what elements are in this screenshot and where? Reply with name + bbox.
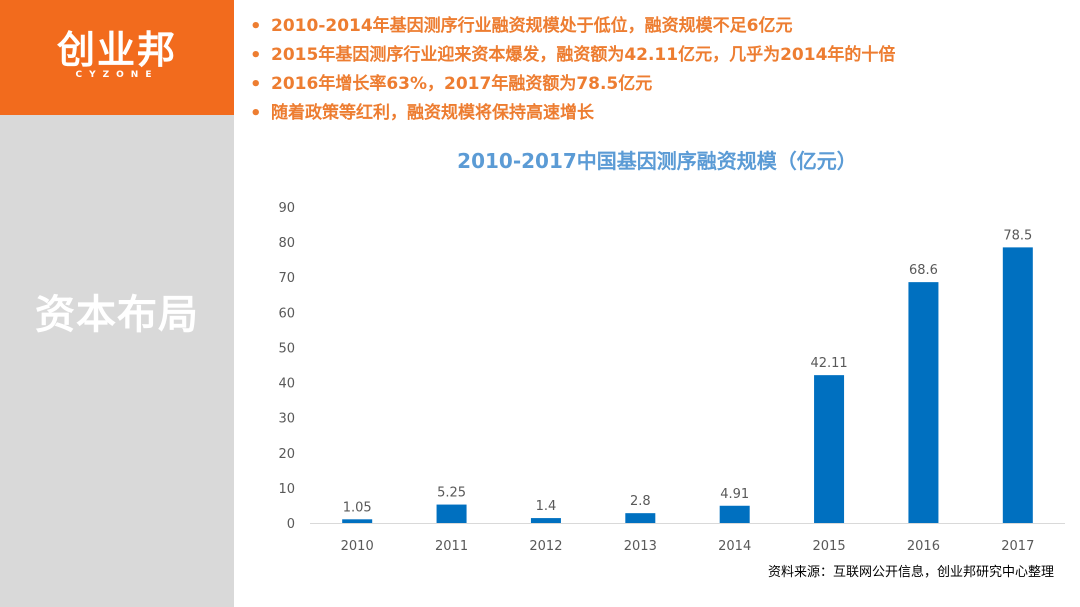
bullet-text: 随着政策等红利，融资规模将保持高速增长: [271, 103, 594, 123]
bullet-dot-icon: •: [250, 103, 262, 124]
y-tick-label: 20: [278, 447, 295, 462]
x-tick-label: 2010: [341, 539, 374, 554]
bullet-text: 2010-2014年基因测序行业融资规模处于低位，融资规模不足6亿元: [271, 16, 793, 36]
bar: [625, 513, 656, 523]
y-tick-label: 50: [278, 341, 295, 356]
bar: [814, 375, 845, 523]
bullet-list: • 2010-2014年基因测序行业融资规模处于低位，融资规模不足6亿元 • 201…: [250, 12, 895, 128]
data-label: 1.05: [343, 500, 372, 515]
bar: [1002, 247, 1033, 523]
data-label: 5.25: [437, 486, 466, 501]
y-tick-label: 30: [278, 412, 295, 427]
bullet-dot-icon: •: [250, 74, 262, 95]
data-label: 68.6: [909, 263, 938, 278]
bar: [719, 505, 750, 523]
x-tick-label: 2017: [1001, 539, 1034, 554]
y-tick-label: 60: [278, 306, 295, 321]
x-tick-label: 2015: [813, 539, 846, 554]
data-label: 4.91: [720, 487, 749, 502]
source-note: 资料来源：互联网公开信息，创业邦研究中心整理: [767, 565, 1054, 580]
x-tick-label: 2016: [907, 539, 940, 554]
bar: [436, 504, 467, 523]
chart-title: 2010-2017中国基因测序融资规模（亿元）: [457, 149, 857, 173]
data-label: 78.5: [1003, 228, 1032, 243]
bullet-text: 2015年基因测序行业迎来资本爆发，融资额为42.11亿元，几乎为2014年的十…: [271, 45, 896, 65]
x-tick-label: 2013: [624, 539, 657, 554]
x-tick-label: 2012: [529, 539, 562, 554]
bullet-dot-icon: •: [250, 45, 262, 66]
brand-logo: 创业邦 CYZONE: [0, 0, 234, 115]
bullet-item: • 随着政策等红利，融资规模将保持高速增长: [250, 99, 895, 128]
bullet-item: • 2015年基因测序行业迎来资本爆发，融资额为42.11亿元，几乎为2014年的…: [250, 41, 895, 70]
bullet-text: 2016年增长率63%，2017年融资额为78.5亿元: [271, 74, 653, 94]
bar: [530, 518, 561, 523]
data-label: 1.4: [536, 499, 557, 514]
y-tick-label: 40: [278, 377, 295, 392]
y-tick-label: 90: [278, 201, 295, 216]
bar: [908, 282, 939, 523]
brand-name: 创业邦: [56, 28, 177, 72]
x-tick-label: 2011: [435, 539, 468, 554]
bar: [342, 519, 373, 523]
brand-subtitle: CYZONE: [75, 70, 159, 80]
data-label: 2.8: [630, 494, 651, 509]
y-tick-label: 0: [287, 517, 295, 532]
section-title: 资本布局: [35, 292, 199, 338]
bullet-item: • 2010-2014年基因测序行业融资规模处于低位，融资规模不足6亿元: [250, 12, 895, 41]
bullet-dot-icon: •: [250, 16, 262, 37]
y-tick-label: 70: [278, 271, 295, 286]
x-tick-label: 2014: [718, 539, 751, 554]
y-tick-label: 10: [278, 482, 295, 497]
y-tick-label: 80: [278, 236, 295, 251]
data-label: 42.11: [810, 356, 847, 371]
bullet-item: • 2016年增长率63%，2017年融资额为78.5亿元: [250, 70, 895, 99]
